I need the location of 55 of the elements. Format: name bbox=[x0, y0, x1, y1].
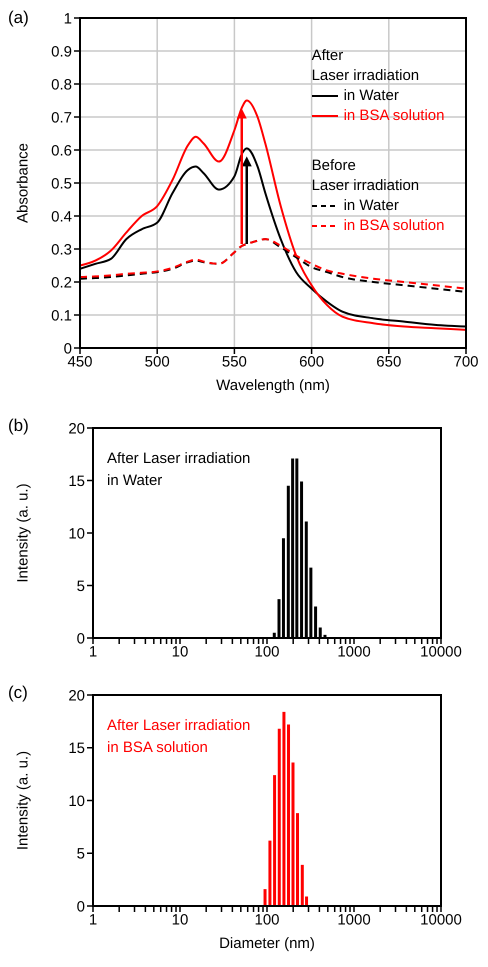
x-tick-label: 10000 bbox=[420, 644, 462, 661]
x-tick-label: 700 bbox=[453, 354, 479, 371]
x-tick-label: 10 bbox=[172, 912, 188, 929]
x-tick-label: 500 bbox=[144, 354, 170, 371]
y-tick-label: 10 bbox=[68, 525, 85, 542]
y-tick-label: 10 bbox=[68, 792, 85, 810]
y-axis-title: Intensity (a. u.) bbox=[14, 483, 32, 583]
legend-label: in Water bbox=[344, 86, 399, 106]
y-tick-label: 15 bbox=[68, 740, 85, 758]
y-tick-label: 15 bbox=[68, 472, 85, 490]
y-tick-label: 20 bbox=[68, 420, 85, 438]
y-tick-label: 0.7 bbox=[51, 109, 72, 126]
y-tick-label: 0.1 bbox=[51, 307, 72, 324]
y-axis-title: Intensity (a. u.) bbox=[14, 750, 32, 850]
y-tick-label: 1 bbox=[64, 10, 72, 28]
x-tick-label: 100 bbox=[254, 912, 280, 929]
y-axis-title: Absorbance bbox=[14, 142, 32, 224]
x-tick-label: 1000 bbox=[337, 644, 371, 661]
y-tick-label: 0.9 bbox=[51, 43, 72, 60]
legend-label: in Water bbox=[344, 196, 399, 216]
chart-title: (b) bbox=[8, 416, 29, 436]
line-series bbox=[80, 100, 466, 331]
bar bbox=[300, 864, 304, 906]
y-tick-label: 5 bbox=[76, 578, 85, 595]
bar bbox=[264, 889, 267, 906]
x-tick-label: 1000 bbox=[337, 912, 371, 929]
line-series bbox=[80, 147, 466, 328]
y-tick-label: 20 bbox=[68, 687, 85, 704]
legend-label: in BSA solution bbox=[344, 106, 444, 126]
bar bbox=[282, 538, 285, 638]
x-tick-label: 100 bbox=[254, 644, 280, 661]
x-tick-label: 600 bbox=[299, 354, 324, 371]
annotation: After Laser irradiation in BSA solution bbox=[107, 716, 250, 758]
y-tick-label: 0.5 bbox=[51, 175, 72, 192]
x-axis-title: Wavelength (nm) bbox=[216, 377, 330, 394]
y-tick-label: 0.6 bbox=[51, 142, 72, 160]
bar bbox=[291, 458, 294, 638]
x-tick-label: 10 bbox=[172, 644, 188, 661]
y-tick-label: 0.8 bbox=[51, 76, 72, 94]
x-tick-label: 10000 bbox=[420, 912, 462, 929]
x-tick-label: 650 bbox=[376, 354, 402, 371]
y-tick-label: 0.2 bbox=[51, 274, 72, 292]
y-tick-label: 0.3 bbox=[51, 241, 72, 258]
chart-title: (a) bbox=[8, 8, 29, 28]
x-tick-label: 550 bbox=[222, 354, 247, 371]
legend-label: in BSA solution bbox=[344, 216, 444, 236]
chart-title: (c) bbox=[8, 683, 28, 703]
y-tick-label: 0 bbox=[76, 898, 85, 916]
y-tick-label: 5 bbox=[76, 846, 85, 863]
x-tick-label: 1 bbox=[88, 912, 98, 929]
annotation: After Laser irradiation in Water bbox=[107, 449, 250, 491]
x-tick-label: 1 bbox=[88, 644, 98, 661]
x-axis-title: Diameter (nm) bbox=[219, 935, 315, 952]
y-tick-label: 0.4 bbox=[51, 208, 72, 226]
y-tick-label: 0 bbox=[76, 630, 85, 648]
